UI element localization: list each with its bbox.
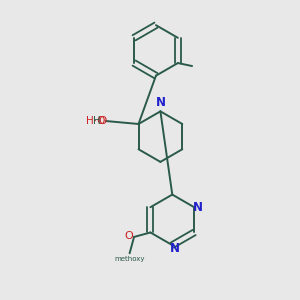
Text: O: O (124, 231, 133, 241)
Text: H: H (93, 116, 101, 126)
Text: N: N (170, 242, 180, 255)
Text: methoxy: methoxy (114, 256, 145, 262)
Text: N: N (193, 201, 203, 214)
Text: H·O: H·O (86, 116, 106, 126)
Text: O: O (99, 116, 107, 126)
Text: N: N (155, 96, 165, 109)
